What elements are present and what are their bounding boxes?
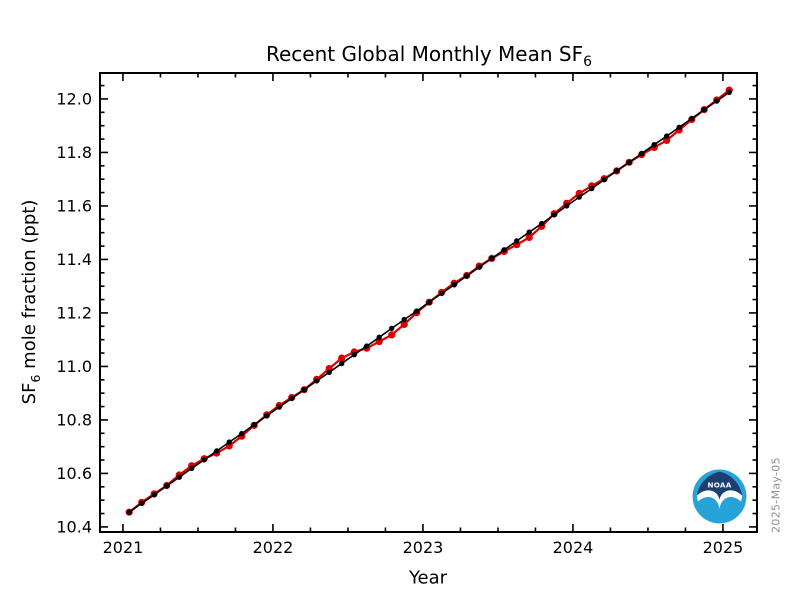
y-tick-label: 11.0 bbox=[56, 357, 92, 376]
monthly-point bbox=[525, 233, 533, 242]
y-tick-label: 10.8 bbox=[56, 410, 92, 429]
trend-point bbox=[439, 290, 445, 297]
trend-point bbox=[314, 378, 320, 384]
trend-point bbox=[651, 142, 657, 148]
trend-point bbox=[489, 255, 495, 262]
monthly-point bbox=[388, 331, 396, 339]
trend-point bbox=[139, 500, 145, 507]
x-tick-label: 2024 bbox=[553, 538, 594, 557]
noaa-logo: NOAA bbox=[692, 469, 747, 524]
trend-point bbox=[551, 212, 557, 218]
monthly-point bbox=[375, 338, 383, 346]
trend-point bbox=[664, 133, 670, 139]
x-tick-label: 2025 bbox=[703, 538, 744, 557]
date-stamp: 2025-May-05 bbox=[769, 457, 783, 533]
trend-point bbox=[601, 177, 607, 183]
trend-point bbox=[676, 124, 682, 130]
trend-point bbox=[376, 334, 382, 340]
trend-point bbox=[626, 159, 632, 165]
monthly-point bbox=[400, 320, 408, 328]
trend-point bbox=[164, 483, 170, 489]
x-tick-label: 2021 bbox=[103, 538, 144, 557]
trend-point bbox=[451, 282, 457, 288]
trend-point bbox=[326, 369, 332, 375]
trend-point bbox=[414, 308, 420, 314]
trend-point bbox=[151, 492, 157, 498]
trend-point bbox=[701, 106, 707, 113]
trend-point bbox=[339, 360, 345, 367]
y-tick-label: 10.4 bbox=[56, 517, 92, 536]
y-tick-label: 11.2 bbox=[56, 303, 92, 322]
trend-point bbox=[501, 247, 507, 253]
trend-point bbox=[526, 229, 532, 235]
plot-border bbox=[99, 72, 758, 533]
trend-point bbox=[214, 448, 220, 454]
noaa-logo-gull bbox=[696, 490, 743, 510]
y-axis-title-post: mole fraction (ppt) bbox=[19, 199, 41, 375]
trend-point bbox=[126, 509, 132, 515]
trend-point bbox=[289, 395, 295, 402]
y-tick-label: 11.8 bbox=[56, 143, 92, 162]
trend-point bbox=[239, 430, 245, 437]
x-axis-title: Year bbox=[408, 567, 448, 589]
y-axis-title-pre: SF bbox=[19, 382, 41, 405]
noaa-logo-sky bbox=[696, 471, 743, 500]
trend-point bbox=[276, 404, 282, 410]
chart-title: Recent Global Monthly Mean SF6 bbox=[266, 42, 592, 70]
x-tick-label: 2023 bbox=[403, 538, 444, 557]
trend-point bbox=[464, 273, 470, 279]
monthly-point bbox=[663, 136, 671, 144]
trend-point bbox=[301, 387, 307, 393]
y-tick-label: 11.6 bbox=[56, 196, 92, 215]
trend-point bbox=[576, 194, 582, 200]
trend-point bbox=[589, 185, 595, 192]
trend-point bbox=[264, 413, 270, 419]
noaa-logo-emblem: NOAA bbox=[692, 469, 747, 524]
trend-point bbox=[476, 264, 482, 270]
trend-point bbox=[364, 343, 370, 349]
y-tick-label: 10.6 bbox=[56, 464, 92, 483]
monthly-point bbox=[338, 354, 346, 362]
trend-point bbox=[176, 474, 182, 480]
chart-title-subscript: 6 bbox=[583, 54, 593, 70]
trend-point bbox=[514, 238, 520, 244]
trend-point bbox=[351, 352, 357, 358]
y-axis-title: SF6 mole fraction (ppt) bbox=[19, 200, 43, 405]
trend-point bbox=[689, 115, 695, 122]
trend-point bbox=[201, 457, 207, 463]
trend-point bbox=[389, 325, 395, 332]
y-axis-title-subscript: 6 bbox=[27, 374, 43, 383]
y-tick-label: 11.4 bbox=[56, 250, 92, 269]
chart-title-text: Recent Global Monthly Mean SF bbox=[265, 42, 584, 66]
trend-point bbox=[226, 439, 232, 445]
trend-point bbox=[714, 98, 720, 104]
trend-point bbox=[564, 203, 570, 209]
trend-point bbox=[189, 465, 195, 471]
trend-point bbox=[726, 89, 732, 96]
x-tick-label: 2022 bbox=[253, 538, 294, 557]
trend-point bbox=[401, 316, 407, 323]
trend-point bbox=[539, 220, 545, 227]
noaa-logo-text: NOAA bbox=[707, 481, 731, 490]
y-tick-label: 12.0 bbox=[56, 89, 92, 108]
trend-point bbox=[614, 168, 620, 174]
trend-point bbox=[251, 422, 257, 428]
trend-point bbox=[639, 150, 645, 157]
trend-point bbox=[426, 299, 432, 305]
